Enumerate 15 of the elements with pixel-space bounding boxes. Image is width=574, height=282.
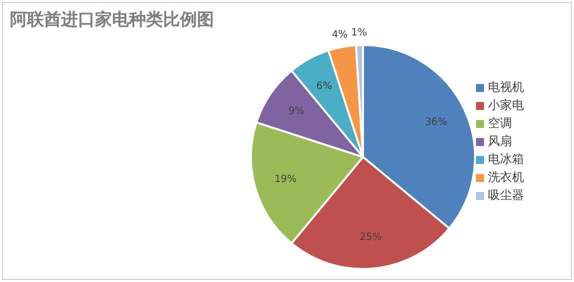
legend-label: 电冰箱	[488, 152, 524, 166]
data-label: 1%	[351, 28, 368, 39]
legend-label: 吸尘器	[488, 188, 524, 202]
legend-label: 小家电	[488, 98, 524, 112]
data-label: 4%	[332, 30, 348, 41]
legend-label: 洗衣机	[488, 170, 524, 184]
data-label: 36%	[424, 117, 448, 128]
legend-label: 风扇	[488, 134, 512, 148]
data-label: 25%	[359, 232, 382, 243]
data-label: 19%	[274, 174, 297, 185]
data-label: 6%	[316, 80, 332, 92]
data-label: 9%	[288, 106, 304, 118]
legend-label: 电视机	[488, 80, 524, 94]
legend-label: 空调	[488, 116, 512, 130]
text: 阿联酋进口家电种类比例图	[10, 9, 214, 31]
